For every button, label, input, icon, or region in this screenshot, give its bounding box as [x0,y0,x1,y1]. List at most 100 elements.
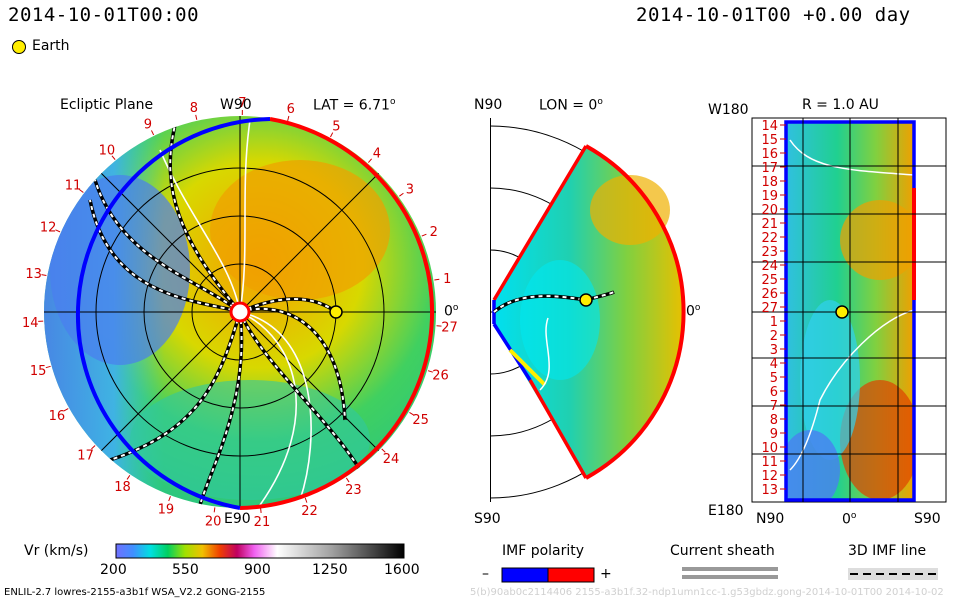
carrington-tick [427,370,433,373]
timestamp-right: 2014-10-01T00 +0.00 day [636,4,911,26]
colorbar-tick-1250: 1250 [312,562,348,578]
carrington-tick [345,477,350,483]
vr-colorbar [115,543,405,559]
carrington-number: 23 [345,483,362,498]
sphere-row-number: 14 [761,119,778,134]
carrington-tick [260,507,262,513]
carrington-number: 5 [332,119,340,134]
carrington-number: 7 [238,96,246,111]
carrington-tick [79,189,84,193]
colorbar-tick-1600: 1600 [384,562,420,578]
imf-polarity-minus: – [482,566,489,582]
carrington-number: 18 [114,480,131,495]
sphere-axis-s90: S90 [914,511,941,527]
earth-marker-sphere [835,305,849,319]
sphere-row-number: 19 [761,189,778,204]
carrington-number: 6 [287,102,295,117]
carrington-number: 17 [77,448,94,463]
carrington-number: 8 [190,101,198,116]
carrington-tick [213,507,216,513]
carrington-number: 9 [144,117,152,132]
current-sheath-label: Current sheath [670,543,775,559]
sphere-row-number: 26 [761,287,778,302]
footer-run-info: 5(b)90ab0c2114406 2155-a3b1f.32-ndp1umn1… [470,587,944,598]
earth-legend-marker [12,40,26,54]
carrington-tick [168,496,171,502]
meridional-right-label: 0o [686,303,701,320]
meridional-bottom-label: S90 [474,511,501,527]
colorbar-tick-200: 200 [100,562,127,578]
carrington-number: 20 [205,514,222,529]
carrington-tick [381,448,386,453]
colorbar-label: Vr (km/s) [24,543,89,559]
sphere-row-number: 13 [761,483,778,498]
sphere-row-number: 1 [770,315,778,330]
carrington-tick [287,115,290,121]
ecliptic-boundary-negative [75,117,271,510]
carrington-tick [434,278,440,281]
carrington-number: 21 [254,515,271,530]
ecliptic-lat-label: LAT = 6.71o [313,97,396,114]
carrington-tick [399,192,404,197]
earth-legend-label: Earth [32,38,70,54]
carrington-number: 22 [301,504,318,519]
meridional-panel [489,118,686,502]
carrington-tick [304,497,308,503]
imf-polarity-label: IMF polarity [502,543,585,559]
sphere-row-number: 25 [761,273,778,288]
carrington-number: 16 [49,409,66,424]
sphere-top-left-label: W180 [708,102,749,118]
meridional-lon-label: LON = 0o [539,97,603,114]
sphere-row-number: 20 [761,203,778,218]
sphere-row-number: 27 [761,301,778,316]
sphere-row-number: 2 [770,329,778,344]
carrington-number: 25 [412,413,429,428]
imf-polarity-plus: + [600,566,612,582]
carrington-number: 12 [40,221,57,236]
current-sheath-symbol-top [682,567,778,571]
carrington-number: 11 [65,179,82,194]
ecliptic-boundary-positive [239,117,435,510]
sphere-row-number: 16 [761,147,778,162]
carrington-tick [150,130,155,136]
carrington-number: 2 [430,225,438,240]
carrington-number: 15 [30,364,47,379]
sphere-row-number: 12 [761,469,778,484]
sphere-row-number: 18 [761,175,778,190]
imf-line-label: 3D IMF line [848,543,927,559]
carrington-number: 1 [443,272,451,287]
sphere-row-number: 9 [770,427,778,442]
earth-marker-ecliptic [329,305,343,319]
carrington-tick [195,114,198,120]
carrington-tick [63,408,69,412]
sphere-row-number: 10 [761,441,778,456]
timestamp-left: 2014-10-01T00:00 [8,4,200,26]
sphere-row-number: 7 [770,399,778,414]
sphere-row-number: 5 [770,371,778,386]
carrington-number: 24 [383,452,400,467]
ecliptic-bottom-label: E90 [224,511,251,527]
carrington-number: 4 [373,147,381,162]
footer-model-info: ENLIL-2.7 lowres-2155-a3b1f WSA_V2.2 GON… [4,587,266,598]
colorbar-tick-550: 550 [172,562,199,578]
carrington-tick [330,132,334,138]
sphere-row-number: 11 [761,455,778,470]
sphere-panel: 1415161718192021222324252627123456789101… [751,117,947,503]
carrington-tick [91,445,96,450]
carrington-tick [55,229,61,233]
carrington-tick [409,412,415,416]
carrington-number: 14 [22,316,39,331]
imf-polarity-negative-swatch [501,567,549,583]
carrington-tick [367,158,373,163]
carrington-number: 27 [441,321,458,336]
sphere-row-number: 8 [770,413,778,428]
earth-marker-meridional [579,293,593,307]
ecliptic-title: Ecliptic Plane [60,97,154,113]
carrington-tick [45,365,51,369]
ecliptic-top-label: W90 [220,97,252,113]
sphere-row-number: 24 [761,259,778,274]
sphere-row-number: 6 [770,385,778,400]
ecliptic-right-label: 0o [444,303,459,320]
